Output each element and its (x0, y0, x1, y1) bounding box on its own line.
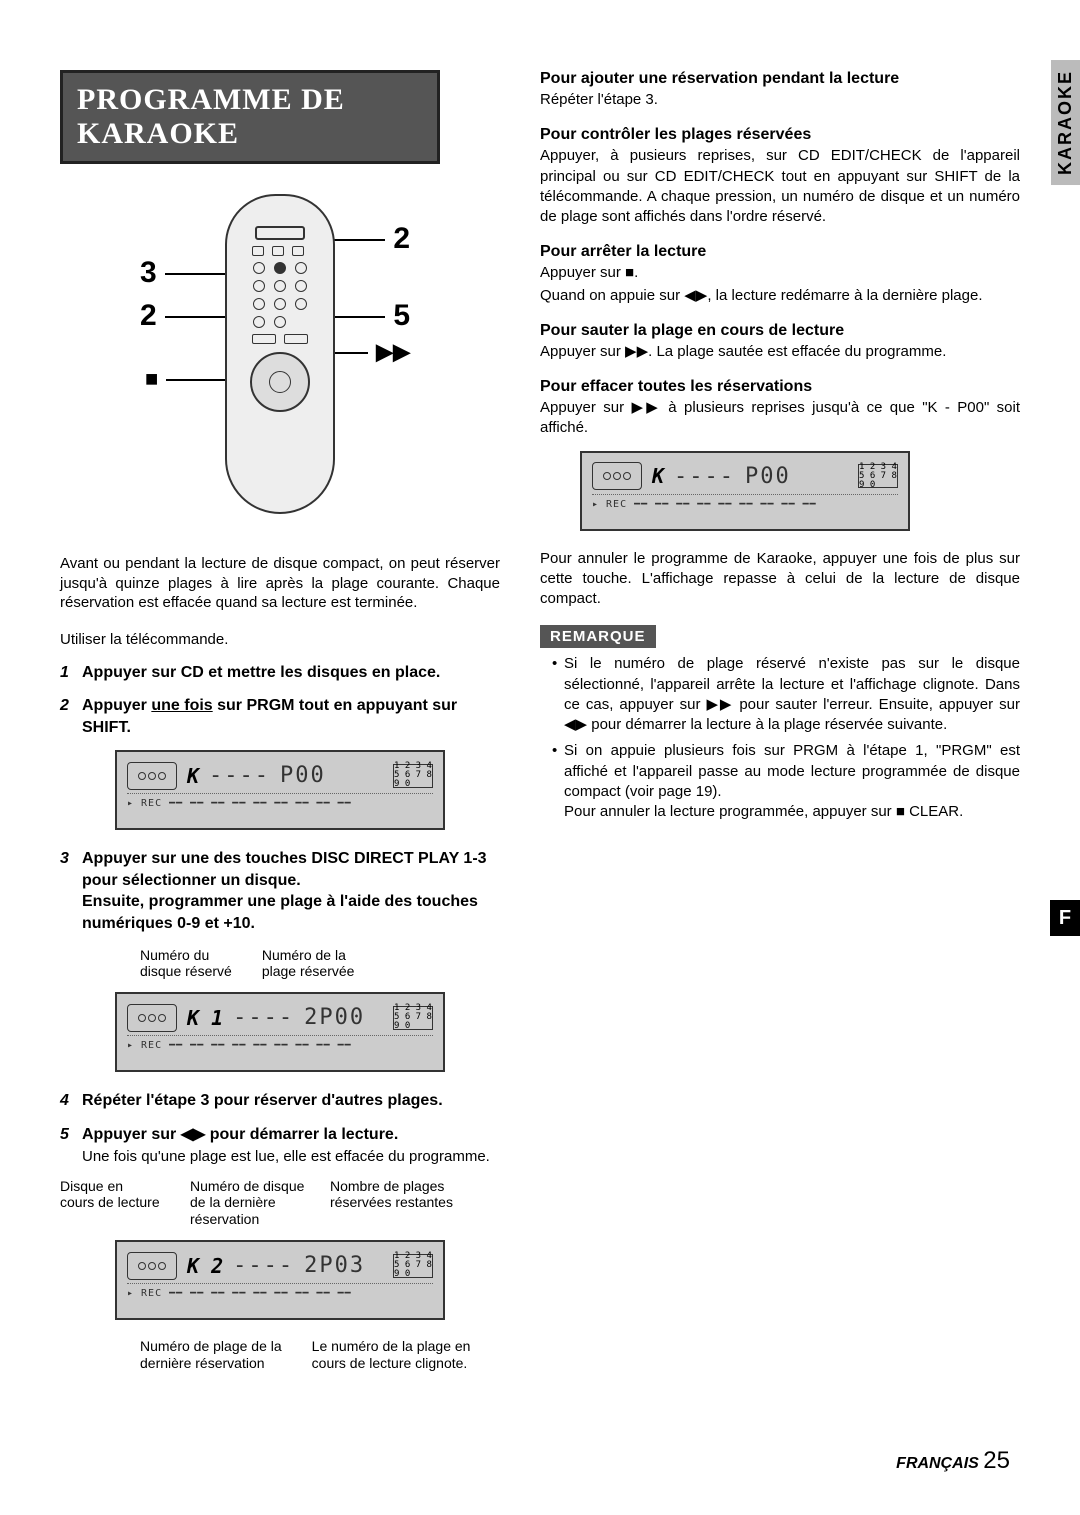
label-playing-disc: Disque en cours de lecture (60, 1178, 190, 1228)
callout-3: 3 (140, 256, 157, 289)
label-blink-track: Le numéro de la plage en cours de lectur… (312, 1338, 471, 1372)
callout-stop-icon: ■ (145, 366, 158, 391)
sec1-heading: Pour ajouter une réservation pendant la … (540, 70, 1020, 88)
side-tab-f: F (1050, 900, 1080, 936)
page-footer: FRANÇAIS 25 (896, 1447, 1010, 1475)
sec1-text: Répéter l'étape 3. (540, 90, 1020, 110)
label-disc-num: Numéro du disque réservé (140, 947, 232, 981)
sec3-heading: Pour arrêter la lecture (540, 243, 1020, 261)
label-last-disc: Numéro de disque de la dernière réservat… (190, 1178, 330, 1228)
remarque-label: REMARQUE (540, 625, 656, 648)
display-4: K ---- P00 1 2 3 4 5 6 7 8 9 0 ▸ REC ━━ … (580, 451, 910, 531)
page-title: PROGRAMME DE KARAOKE (77, 83, 423, 151)
remote-diagram: 3 2 2 5 ▶▶ ■ (60, 194, 500, 524)
step-4-text: Répéter l'étape 3 pour réserver d'autres… (82, 1090, 443, 1112)
sec4-heading: Pour sauter la plage en cours de lecture (540, 322, 1020, 340)
callout-ff-icon: ▶▶ (376, 339, 410, 364)
remark-1: Si le numéro de plage réservé n'existe p… (552, 654, 1020, 735)
step-1: 1 Appuyer sur CD et mettre les disques e… (60, 662, 500, 684)
step-5-sub: Une fois qu'une plage est lue, elle est … (82, 1147, 490, 1167)
after-display-text: Pour annuler le programme de Karaoke, ap… (540, 549, 1020, 610)
sec5-heading: Pour effacer toutes les réservations (540, 378, 1020, 396)
step-3: 3 Appuyer sur une des touches DISC DIREC… (60, 848, 500, 934)
sec2-text: Appuyer, à pusieurs reprises, sur CD EDI… (540, 146, 1020, 227)
step-5-text: Appuyer sur ◀▶ pour démarrer la lecture. (82, 1126, 398, 1143)
step-3-text-b: Ensuite, programmer une plage à l'aide d… (82, 893, 478, 932)
sec4-text: Appuyer sur ▶▶. La plage sautée est effa… (540, 342, 1020, 362)
side-tab-karaoke: KARAOKE (1051, 60, 1080, 185)
label-last-track: Numéro de plage de la dernière réservati… (140, 1338, 282, 1372)
sec2-heading: Pour contrôler les plages réservées (540, 126, 1020, 144)
display-1: K ---- P00 1 2 3 4 5 6 7 8 9 0 ▸ REC ━━ … (115, 750, 445, 830)
label-remaining: Nombre de plages réservées restantes (330, 1178, 453, 1228)
callout-2-right: 2 (393, 222, 410, 255)
remarks-list: Si le numéro de plage réservé n'existe p… (540, 654, 1020, 822)
step-3-text-a: Appuyer sur une des touches DISC DIRECT … (82, 850, 487, 889)
callout-2-left: 2 (140, 299, 157, 332)
sec5-text: Appuyer sur ▶▶ à plusieurs reprises jusq… (540, 398, 1020, 439)
callout-5: 5 (393, 299, 410, 332)
sec3-text-2: Quand on appuie sur ◀▶, la lecture redém… (540, 286, 1020, 306)
display-2: K 1 ---- 2P00 1 2 3 4 5 6 7 8 9 0 ▸ REC … (115, 992, 445, 1072)
step-5: 5 Appuyer sur ◀▶ pour démarrer la lectur… (60, 1124, 500, 1168)
footer-page: 25 (983, 1447, 1010, 1474)
step-4: 4 Répéter l'étape 3 pour réserver d'autr… (60, 1090, 500, 1112)
label-track-num: Numéro de la plage réservée (262, 947, 355, 981)
step-1-text: Appuyer sur CD et mettre les disques en … (82, 662, 440, 684)
step-2: 2 Appuyer une fois sur PRGM tout en appu… (60, 695, 500, 738)
page-title-bar: PROGRAMME DE KARAOKE (60, 70, 440, 164)
footer-lang: FRANÇAIS (896, 1455, 979, 1472)
remark-2: Si on appuie plusieurs fois sur PRGM à l… (552, 741, 1020, 822)
intro-text: Avant ou pendant la lecture de disque co… (60, 554, 500, 613)
use-remote-note: Utiliser la télécommande. (60, 631, 500, 648)
sec3-text-1: Appuyer sur ■. (540, 263, 1020, 283)
display-3: K 2 ---- 2P03 1 2 3 4 5 6 7 8 9 0 ▸ REC … (115, 1240, 445, 1320)
